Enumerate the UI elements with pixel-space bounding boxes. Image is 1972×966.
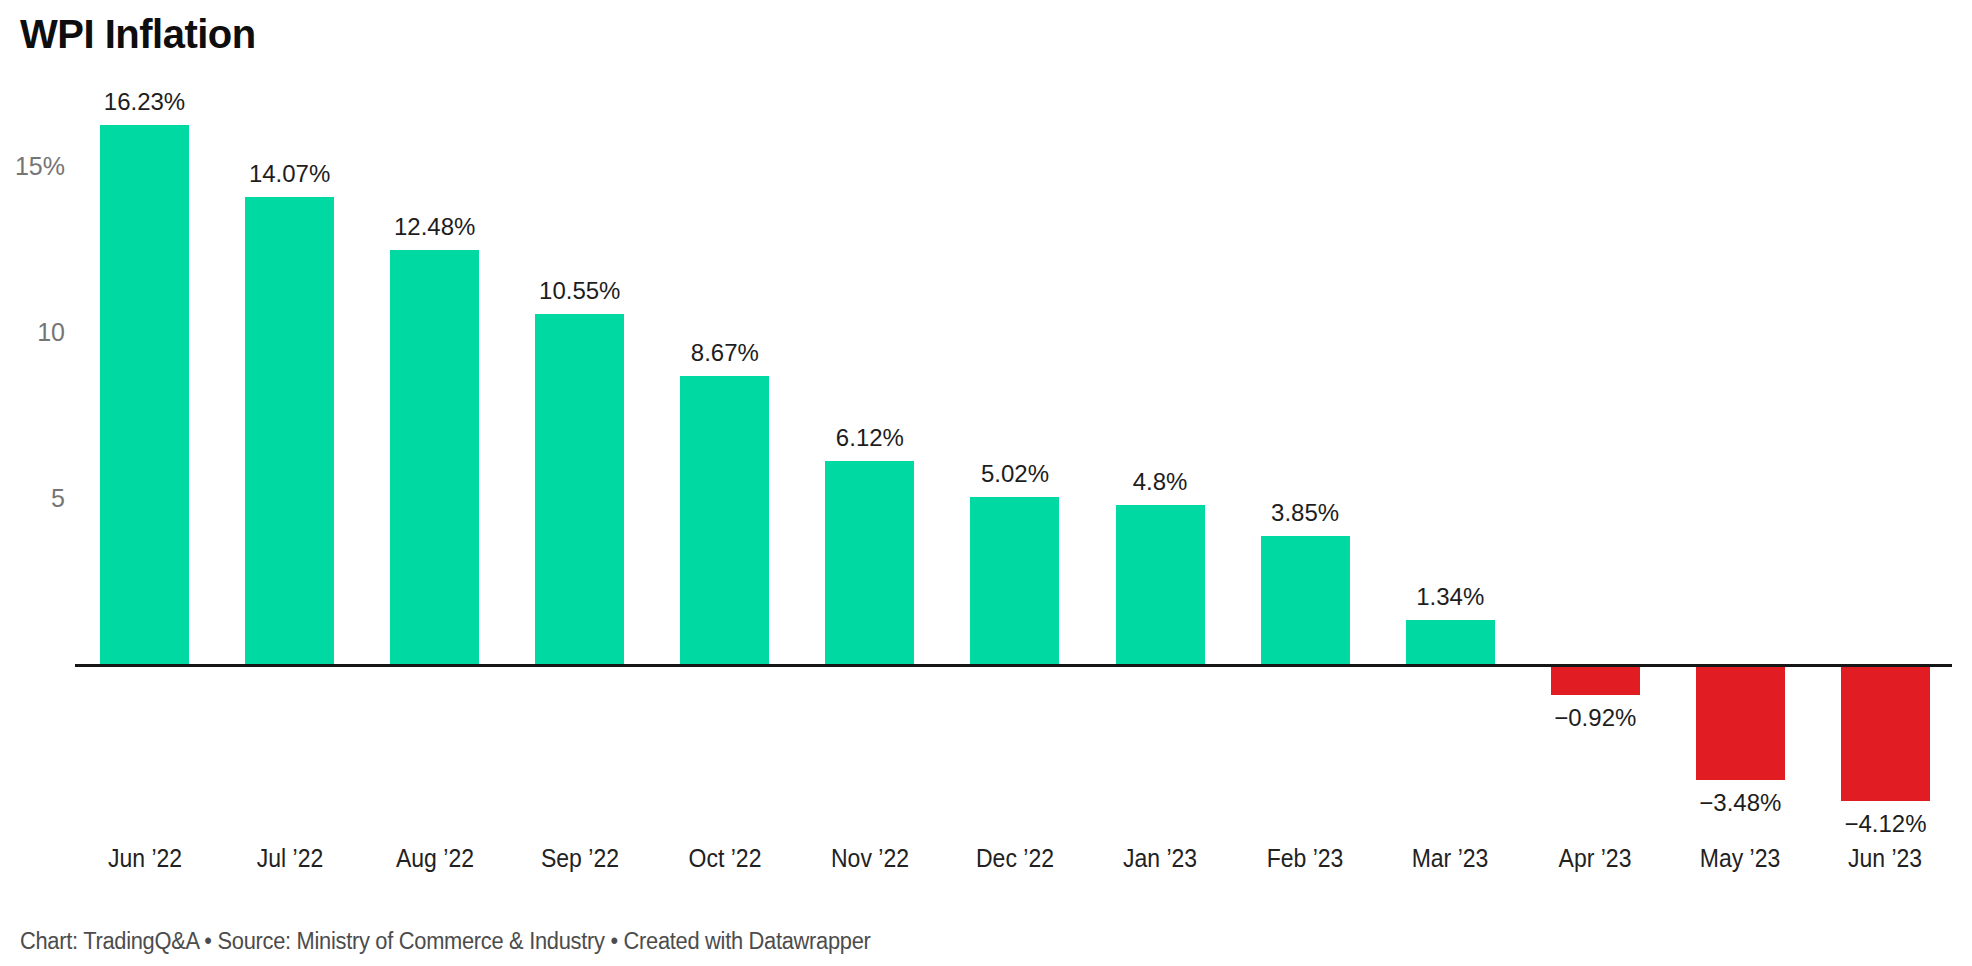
value-label-feb-23: 3.85% (1195, 498, 1415, 528)
value-label-jun-23: −4.12% (1775, 809, 1972, 839)
bar-jun-22[interactable] (100, 125, 189, 664)
value-label-nov-22: 6.12% (760, 423, 980, 453)
value-label-apr-23: −0.92% (1485, 703, 1705, 733)
x-axis-line (75, 664, 1952, 667)
value-label-jul-22: 14.07% (180, 159, 400, 189)
bar-nov-22[interactable] (825, 461, 914, 664)
bar-dec-22[interactable] (970, 497, 1059, 664)
value-label-jan-23: 4.8% (1050, 467, 1270, 497)
bar-aug-22[interactable] (390, 250, 479, 664)
chart-footer-credit: Chart: TradingQ&A • Source: Ministry of … (20, 927, 871, 955)
bar-jan-23[interactable] (1116, 505, 1205, 664)
bar-mar-23[interactable] (1406, 620, 1495, 664)
bar-jul-22[interactable] (245, 197, 334, 664)
value-label-jun-22: 16.23% (35, 87, 255, 117)
bar-jun-23[interactable] (1841, 664, 1930, 801)
bar-apr-23[interactable] (1551, 664, 1640, 695)
value-label-sep-22: 10.55% (470, 276, 690, 306)
bar-sep-22[interactable] (535, 314, 624, 664)
value-label-oct-22: 8.67% (615, 338, 835, 368)
value-label-aug-22: 12.48% (325, 212, 545, 242)
y-axis-tick-10: 10 (0, 317, 65, 347)
value-label-mar-23: 1.34% (1340, 582, 1560, 612)
y-axis-tick-5: 5 (0, 483, 65, 513)
wpi-inflation-chart: WPI Inflation 15%10516.23%Jun ’2214.07%J… (0, 0, 1972, 966)
y-axis-tick-15: 15% (0, 151, 65, 181)
bar-oct-22[interactable] (680, 376, 769, 664)
plot-area: 15%10516.23%Jun ’2214.07%Jul ’2212.48%Au… (0, 0, 1972, 966)
bar-feb-23[interactable] (1261, 536, 1350, 664)
x-axis-label-jun-23: Jun ’23 (1784, 843, 1972, 873)
bar-may-23[interactable] (1696, 664, 1785, 780)
